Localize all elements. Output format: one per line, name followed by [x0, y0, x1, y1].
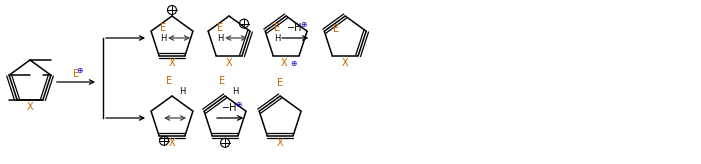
Text: H: H — [274, 34, 280, 43]
Text: X: X — [169, 138, 175, 148]
Text: E: E — [160, 23, 166, 33]
Text: H: H — [160, 34, 166, 43]
Text: ⊕: ⊕ — [300, 20, 306, 29]
Text: E: E — [274, 23, 280, 33]
Text: E: E — [73, 69, 79, 79]
Text: X: X — [169, 58, 175, 68]
Text: E: E — [219, 76, 225, 86]
Text: X: X — [277, 138, 283, 148]
Text: −H: −H — [287, 23, 303, 33]
Text: ⊕: ⊕ — [290, 59, 297, 68]
Text: E: E — [333, 24, 339, 34]
Text: E: E — [217, 23, 224, 33]
Text: ⊕: ⊕ — [235, 100, 241, 109]
Text: −H: −H — [222, 103, 238, 113]
Text: X: X — [342, 58, 348, 68]
Text: ⊕: ⊕ — [77, 66, 83, 75]
Text: E: E — [277, 78, 283, 88]
Text: X: X — [27, 102, 34, 112]
Text: H: H — [232, 86, 238, 95]
Text: X: X — [226, 58, 233, 68]
Text: H: H — [217, 34, 224, 43]
Text: H: H — [179, 86, 185, 95]
Text: E: E — [166, 76, 172, 86]
Text: X: X — [281, 58, 287, 68]
